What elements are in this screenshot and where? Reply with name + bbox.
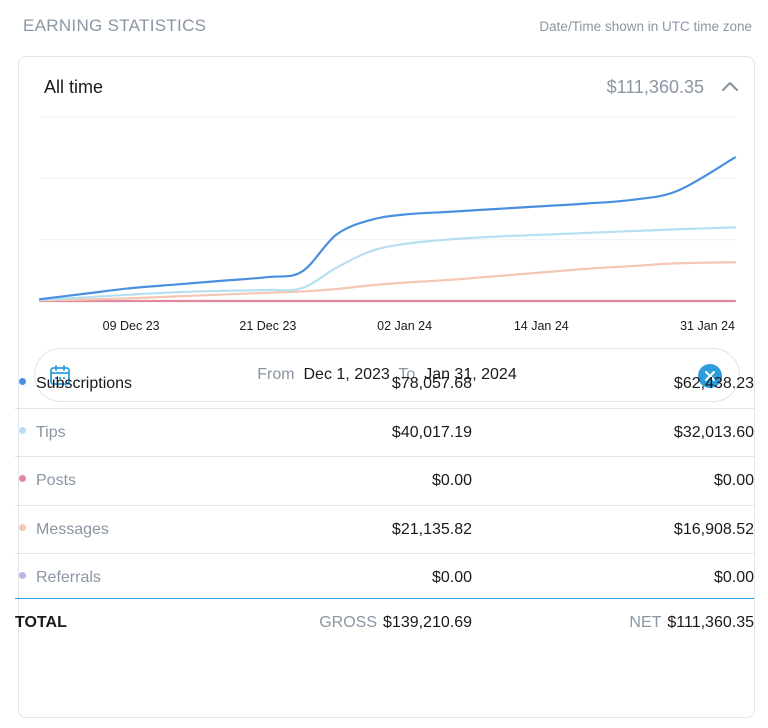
- chevron-up-icon[interactable]: [720, 77, 740, 97]
- row-net: $0.00: [713, 472, 754, 489]
- row-label: Posts: [36, 472, 77, 489]
- row-gross: $0.00: [431, 472, 472, 489]
- from-date[interactable]: Dec 1, 2023: [303, 366, 390, 383]
- series-line-tips: [38, 226, 737, 301]
- period-label: All time: [44, 77, 104, 97]
- total-row: TOTAL GROSS $139,210.69 NET $111,360.35: [15, 598, 754, 645]
- x-tick-label: 09 Dec 23: [103, 319, 160, 333]
- close-circle-icon[interactable]: [698, 364, 722, 388]
- from-label: From: [257, 366, 295, 383]
- row-label: Referrals: [36, 569, 101, 586]
- series-line-messages: [38, 261, 737, 302]
- total-label: TOTAL: [15, 614, 67, 631]
- total-net: NET $111,360.35: [629, 614, 754, 632]
- timezone-note: Date/Time shown in UTC time zone: [539, 19, 752, 34]
- earnings-chart: 09 Dec 23 21 Dec 23 02 Jan 24 14 Jan 24 31 J…: [38, 116, 737, 333]
- series-line-subscriptions: [38, 156, 737, 301]
- total-gross: GROSS $139,210.69: [319, 614, 472, 632]
- net-label: NET: [629, 614, 662, 631]
- row-label: Subscriptions: [36, 375, 133, 392]
- row-label: Messages: [36, 520, 109, 538]
- date-range-picker[interactable]: From Dec 1, 2023 To Jan 31, 2024: [34, 348, 740, 402]
- period-total: $111,360.35: [606, 77, 704, 97]
- row-net: $32,013.60: [673, 423, 754, 441]
- section-title: EARNING STATISTICS: [23, 16, 207, 35]
- x-tick-label: 14 Jan 24: [514, 319, 569, 333]
- x-tick-label: 21 Dec 23: [239, 319, 296, 333]
- row-subscriptions: Subscriptions $78,057.68 $62,438.23: [15, 360, 754, 409]
- row-tips: Tips $40,017.19 $32,013.60: [15, 409, 754, 457]
- gross-label: GROSS: [319, 614, 378, 631]
- row-label: Tips: [36, 423, 66, 441]
- row-gross: $40,017.19: [391, 423, 472, 441]
- tips-dot: [19, 426, 26, 434]
- row-gross: $78,057.68: [391, 375, 472, 392]
- row-referrals: Referrals $0.00 $0.00: [15, 554, 754, 602]
- earnings-breakdown: Subscriptions $78,057.68 $62,438.23 Tips…: [15, 360, 754, 602]
- subscriptions-dot: [19, 378, 26, 385]
- row-net: $16,908.52: [673, 520, 754, 538]
- row-net: $62,438.23: [673, 375, 754, 392]
- referrals-dot: [19, 572, 26, 579]
- calendar-icon[interactable]: [48, 363, 72, 387]
- x-tick-label: 31 Jan 24: [680, 319, 735, 333]
- earnings-card: All time $111,360.35 09 Dec 23 21 Dec 23 0…: [18, 56, 755, 718]
- x-tick-label: 02 Jan 24: [377, 319, 432, 333]
- net-value: $111,360.35: [667, 614, 754, 631]
- card-header[interactable]: All time $111,360.35: [19, 57, 754, 117]
- section-header: EARNING STATISTICS Date/Time shown in UT…: [23, 14, 752, 40]
- date-range-text[interactable]: From Dec 1, 2023 To Jan 31, 2024: [35, 366, 739, 384]
- messages-dot: [19, 523, 26, 531]
- row-posts: Posts $0.00 $0.00: [15, 457, 754, 506]
- row-net: $0.00: [713, 569, 754, 586]
- posts-dot: [19, 475, 26, 482]
- row-messages: Messages $21,135.82 $16,908.52: [15, 506, 754, 554]
- to-date[interactable]: Jan 31, 2024: [424, 366, 517, 383]
- gross-value: $139,210.69: [383, 614, 472, 631]
- row-gross: $0.00: [431, 569, 472, 586]
- row-gross: $21,135.82: [391, 520, 472, 538]
- to-label: To: [398, 366, 416, 383]
